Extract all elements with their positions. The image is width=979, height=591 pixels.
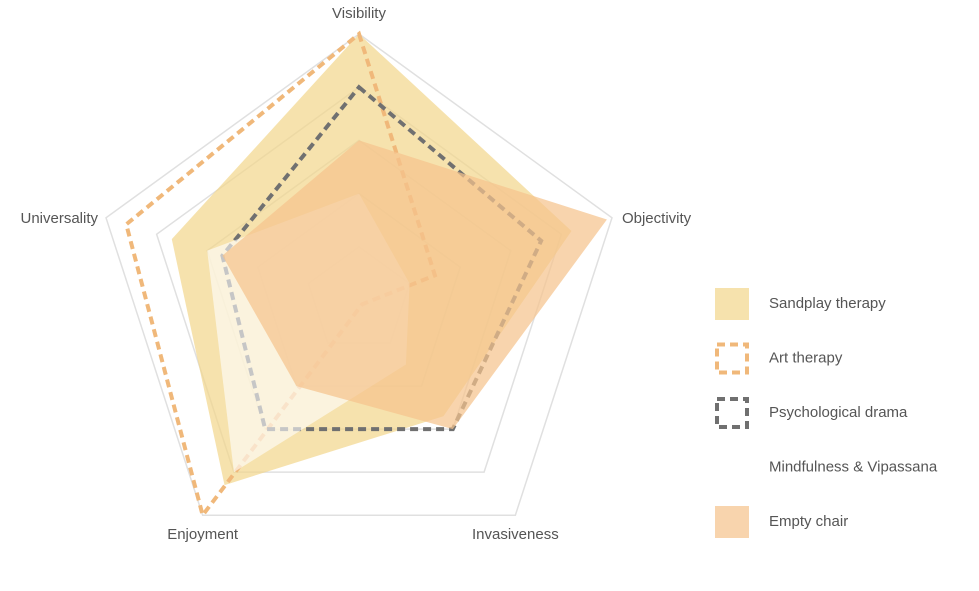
legend-swatch <box>715 397 749 429</box>
legend-swatch <box>715 342 749 375</box>
radar-series <box>123 30 607 520</box>
legend-label: Mindfulness & Vipassana <box>769 459 938 476</box>
legend-item-psychological-drama: Psychological drama <box>715 397 908 429</box>
legend-item-art-therapy: Art therapy <box>715 342 843 375</box>
legend-item-mindfulness-and-vipassana: Mindfulness & Vipassana <box>715 451 938 484</box>
grid-ring-5 <box>105 33 613 516</box>
legend-label: Sandplay therapy <box>769 295 886 312</box>
legend-label: Empty chair <box>769 513 848 530</box>
legend: Sandplay therapy Art therapy Psychological… <box>715 288 938 538</box>
axis-label-visibility: Visibility <box>332 5 386 22</box>
legend-label: Art therapy <box>769 350 843 367</box>
axis-label-invasiveness: Invasiveness <box>472 526 559 543</box>
legend-item-empty-chair: Empty chair <box>715 506 848 538</box>
legend-swatch <box>715 288 749 320</box>
series-empty-chair <box>222 140 607 430</box>
axis-label-objectivity: Objectivity <box>622 210 692 227</box>
legend-swatch <box>715 506 749 538</box>
legend-label: Psychological drama <box>769 404 908 421</box>
legend-swatch <box>715 451 749 484</box>
legend-item-sandplay-therapy: Sandplay therapy <box>715 288 886 320</box>
axis-label-enjoyment: Enjoyment <box>167 526 239 543</box>
axis-label-universality: Universality <box>20 210 98 227</box>
axis-labels: Visibility Objectivity Invasiveness Enjoyme… <box>20 5 691 543</box>
